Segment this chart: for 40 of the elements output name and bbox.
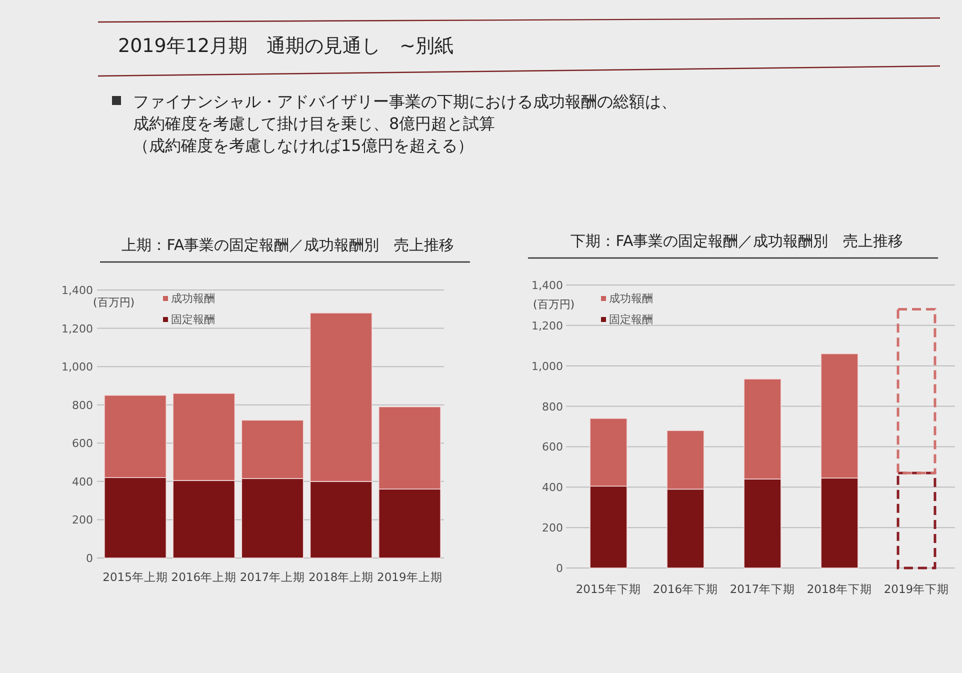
legend-label: 成功報酬 bbox=[609, 292, 653, 305]
x-tick-label: 2015年下期 bbox=[576, 582, 642, 596]
text: 2019年12月期 通期の見通し ~別紙 bbox=[118, 35, 454, 57]
bar bbox=[896, 308, 936, 474]
x-tick-label: 2017年上期 bbox=[240, 570, 306, 584]
x-tick-label: 2016年上期 bbox=[171, 570, 237, 584]
y-tick-label: 200 bbox=[542, 522, 563, 535]
legend-label: 固定報酬 bbox=[171, 313, 215, 326]
y-tick-label: 1,200 bbox=[62, 322, 93, 336]
x-tick-label: 2018年上期 bbox=[308, 570, 374, 584]
x-tick-label: 2019年下期 bbox=[884, 582, 950, 596]
y-tick-label: 400 bbox=[542, 481, 563, 494]
y-tick-label: 1,000 bbox=[62, 360, 93, 374]
y-tick-label: 600 bbox=[72, 437, 93, 450]
x-tick-label: 2017年下期 bbox=[730, 582, 796, 596]
chart-title: 下期：FA事業の固定報酬／成功報酬別 売上推移 bbox=[570, 232, 904, 250]
chart-title: 上期：FA事業の固定報酬／成功報酬別 売上推移 bbox=[122, 236, 454, 254]
y-tick-label: 0 bbox=[556, 562, 563, 575]
legend-label: 固定報酬 bbox=[609, 313, 653, 326]
y-tick-label: 1,400 bbox=[62, 284, 93, 297]
y-tick-label: 200 bbox=[72, 514, 93, 527]
x-tick-label: 2019年上期 bbox=[377, 570, 442, 584]
x-tick-label: 2016年下期 bbox=[652, 582, 718, 596]
y-tick-label: 400 bbox=[72, 475, 93, 488]
y-tick-label: 1,000 bbox=[532, 360, 563, 373]
y-tick-label: 1,200 bbox=[532, 319, 563, 332]
y-tick-label: 0 bbox=[86, 552, 93, 565]
text: （成約確度を考慮しなければ15億円を超える） bbox=[133, 136, 474, 155]
y-axis-title: (百万円) bbox=[93, 296, 135, 309]
x-tick-label: 2015年上期 bbox=[102, 570, 168, 584]
y-axis-title: (百万円) bbox=[533, 298, 575, 311]
y-tick-label: 800 bbox=[72, 398, 93, 412]
y-tick-label: 800 bbox=[542, 400, 563, 414]
x-tick-label: 2018年下期 bbox=[806, 582, 872, 596]
y-tick-label: 600 bbox=[542, 440, 563, 454]
bar bbox=[896, 472, 936, 570]
y-tick-label: 1,400 bbox=[532, 279, 563, 292]
text: 成約確度を考慮して掛け目を乗じ、8億円超と試算 bbox=[133, 114, 496, 133]
text: ファイナンシャル・アドバイザリー事業の下期における成功報酬の総額は、 bbox=[133, 92, 677, 111]
legend-label: 成功報酬 bbox=[171, 292, 215, 305]
